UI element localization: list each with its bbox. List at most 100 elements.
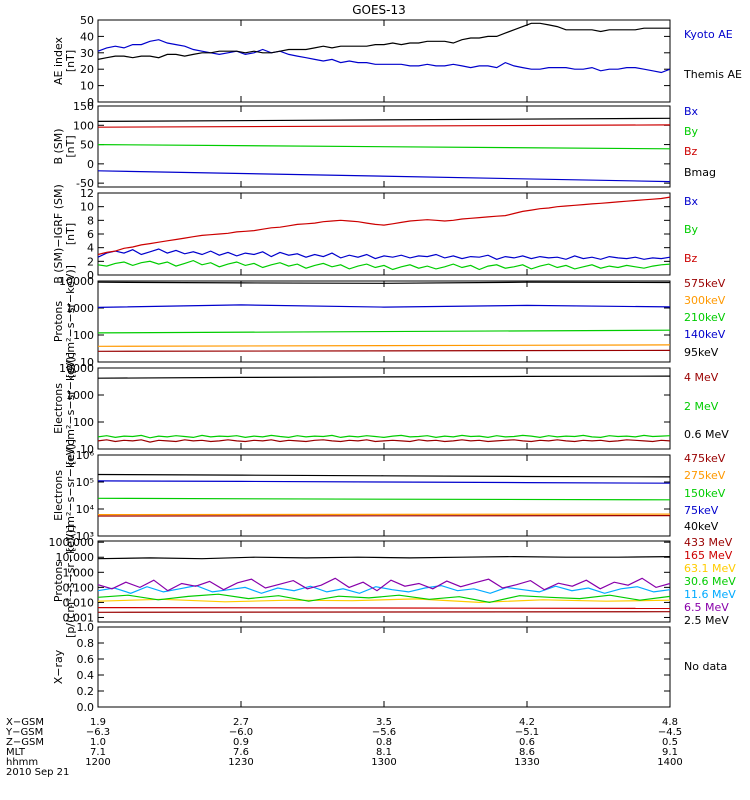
series-line-2-MeV (97, 434, 671, 439)
y-tick-label: 150 (73, 100, 94, 113)
x-row-value: 1330 (514, 757, 539, 768)
x-row-label: Z−GSM (6, 737, 44, 748)
series-line-140keV (97, 304, 671, 308)
y-tick-label: 10 (80, 201, 94, 214)
x-row-value: −6.0 (229, 727, 253, 738)
y-tick-label: 0 (87, 158, 94, 171)
x-row-value: 1230 (228, 757, 253, 768)
y-axis-label-line1: B (SM) (52, 128, 65, 164)
y-tick-label: 0.100 (63, 581, 95, 594)
y-tick-label: 12 (80, 187, 94, 200)
series-line-Bmag (97, 117, 671, 122)
y-axis-label-line2: [nT] (64, 135, 77, 157)
y-axis-label: B (SM)[nT] (52, 128, 77, 164)
series-line-575keV (97, 349, 671, 352)
y-tick-label: 10⁵ (76, 476, 94, 489)
y-axis-label-line2: [nT] (64, 223, 77, 245)
y-tick-label: 10.000 (56, 551, 95, 564)
legend-label: 11.6 MeV (684, 588, 736, 601)
y-axis-label-line1: AE index (52, 36, 65, 85)
x-row-value: 1.0 (90, 737, 106, 748)
y-tick-label: 0.4 (77, 669, 95, 682)
y-tick-label: 2 (87, 255, 94, 268)
series-line-95keV (97, 281, 671, 284)
y-axis-label-line1: Electrons (52, 383, 65, 434)
panel-frame (97, 454, 671, 537)
y-tick-label: 10000 (59, 362, 94, 375)
x-row-value: 4.8 (662, 717, 678, 728)
x-row-value: 9.1 (662, 747, 678, 758)
y-tick-label: 10³ (76, 530, 94, 543)
y-axis-label: B (SM)−IGRF (SM)[nT] (52, 184, 77, 284)
x-row-value: 4.2 (519, 717, 535, 728)
y-axis-label-line1: B (SM)−IGRF (SM) (52, 184, 65, 284)
panel-5: 10100100010000Electrons[e/(cm²−s−sr−keV)… (52, 352, 729, 465)
panel-2: -50 0 50 100 150 B (SM)[nT] Bx By Bz Bmag (52, 100, 716, 190)
y-tick-label: 1000 (66, 389, 94, 402)
legend-label: 165 MeV (684, 549, 733, 562)
x-row-value: 1200 (85, 757, 110, 768)
series-line-165-MeV (97, 606, 671, 610)
legend-label: 75keV (684, 504, 719, 517)
legend-label: 300keV (684, 294, 726, 307)
y-tick-label: 10000 (59, 275, 94, 288)
series-line-30.6-MeV (97, 593, 671, 604)
legend-label: 40keV (684, 520, 719, 533)
series-line-75keV (97, 480, 671, 484)
y-axis-label-line2: [p/(cm²−s−sr−keV)] (64, 525, 77, 638)
x-row-value: 7.6 (233, 747, 249, 758)
y-tick-label: 0.8 (77, 637, 95, 650)
x-row-value: 1.9 (90, 717, 106, 728)
y-axis-label-line1: X−ray (52, 649, 65, 684)
y-axis-label-line2: [nT] (64, 50, 77, 72)
x-row-value: 0.8 (376, 737, 392, 748)
y-axis-label: Protons[p/(cm²−s−sr−keV)] (52, 525, 77, 638)
y-tick-label: 100 (73, 329, 94, 342)
y-tick-label: 10⁶ (76, 449, 95, 462)
legend-label: 150keV (684, 487, 726, 500)
series-line-Kyoto-AE (97, 39, 671, 74)
legend-label: 140keV (684, 328, 726, 341)
x-row-label: Y−GSM (5, 727, 43, 738)
date-label: 2010 Sep 21 (6, 767, 69, 778)
y-axis-label: Electrons[e/(cm²−s−sr−keV)] (52, 439, 77, 552)
series-line-By (97, 259, 671, 271)
legend-label: 575keV (684, 277, 726, 290)
legend-label: Bmag (684, 166, 716, 179)
legend-label: 0.6 MeV (684, 428, 729, 441)
y-tick-label: 0.6 (77, 653, 95, 666)
y-axis-label-line1: Protons (52, 301, 65, 342)
legend-label: 95keV (684, 346, 719, 359)
y-tick-label: -50 (76, 177, 94, 190)
x-row-value: 3.5 (376, 717, 392, 728)
panel-frame (97, 626, 671, 708)
legend-label: 433 MeV (684, 536, 733, 549)
y-tick-label: 0.0 (77, 701, 95, 714)
y-tick-label: 40 (80, 30, 94, 43)
y-tick-label: 10 (80, 443, 94, 456)
x-row-value: 8.6 (519, 747, 535, 758)
x-row-label: MLT (6, 747, 26, 758)
x-row-value: 1400 (657, 757, 682, 768)
y-axis-label-line2: [e/(cm²−s−sr−keV)] (64, 352, 77, 465)
x-row-value: 0.9 (233, 737, 249, 748)
series-line-Bz (97, 124, 671, 128)
series-line-275keV (97, 513, 671, 516)
series-line-Bz (97, 196, 671, 256)
x-row-value: 2.7 (233, 717, 249, 728)
legend-label: By (684, 223, 699, 236)
y-tick-label: 10 (80, 80, 94, 93)
y-axis-label-line2: [p/(cm²−s−sr−keV)] (64, 265, 77, 378)
series-line-11.6-MeV (97, 584, 671, 594)
legend-label: 2 MeV (684, 400, 719, 413)
x-row-value: 8.1 (376, 747, 392, 758)
legend-label: Bz (684, 145, 698, 158)
series-line-210keV (97, 329, 671, 334)
series-line-300keV (97, 344, 671, 347)
chart-title: GOES-13 (352, 3, 406, 17)
no-data-label: No data (684, 660, 727, 673)
series-line-By (97, 144, 671, 150)
